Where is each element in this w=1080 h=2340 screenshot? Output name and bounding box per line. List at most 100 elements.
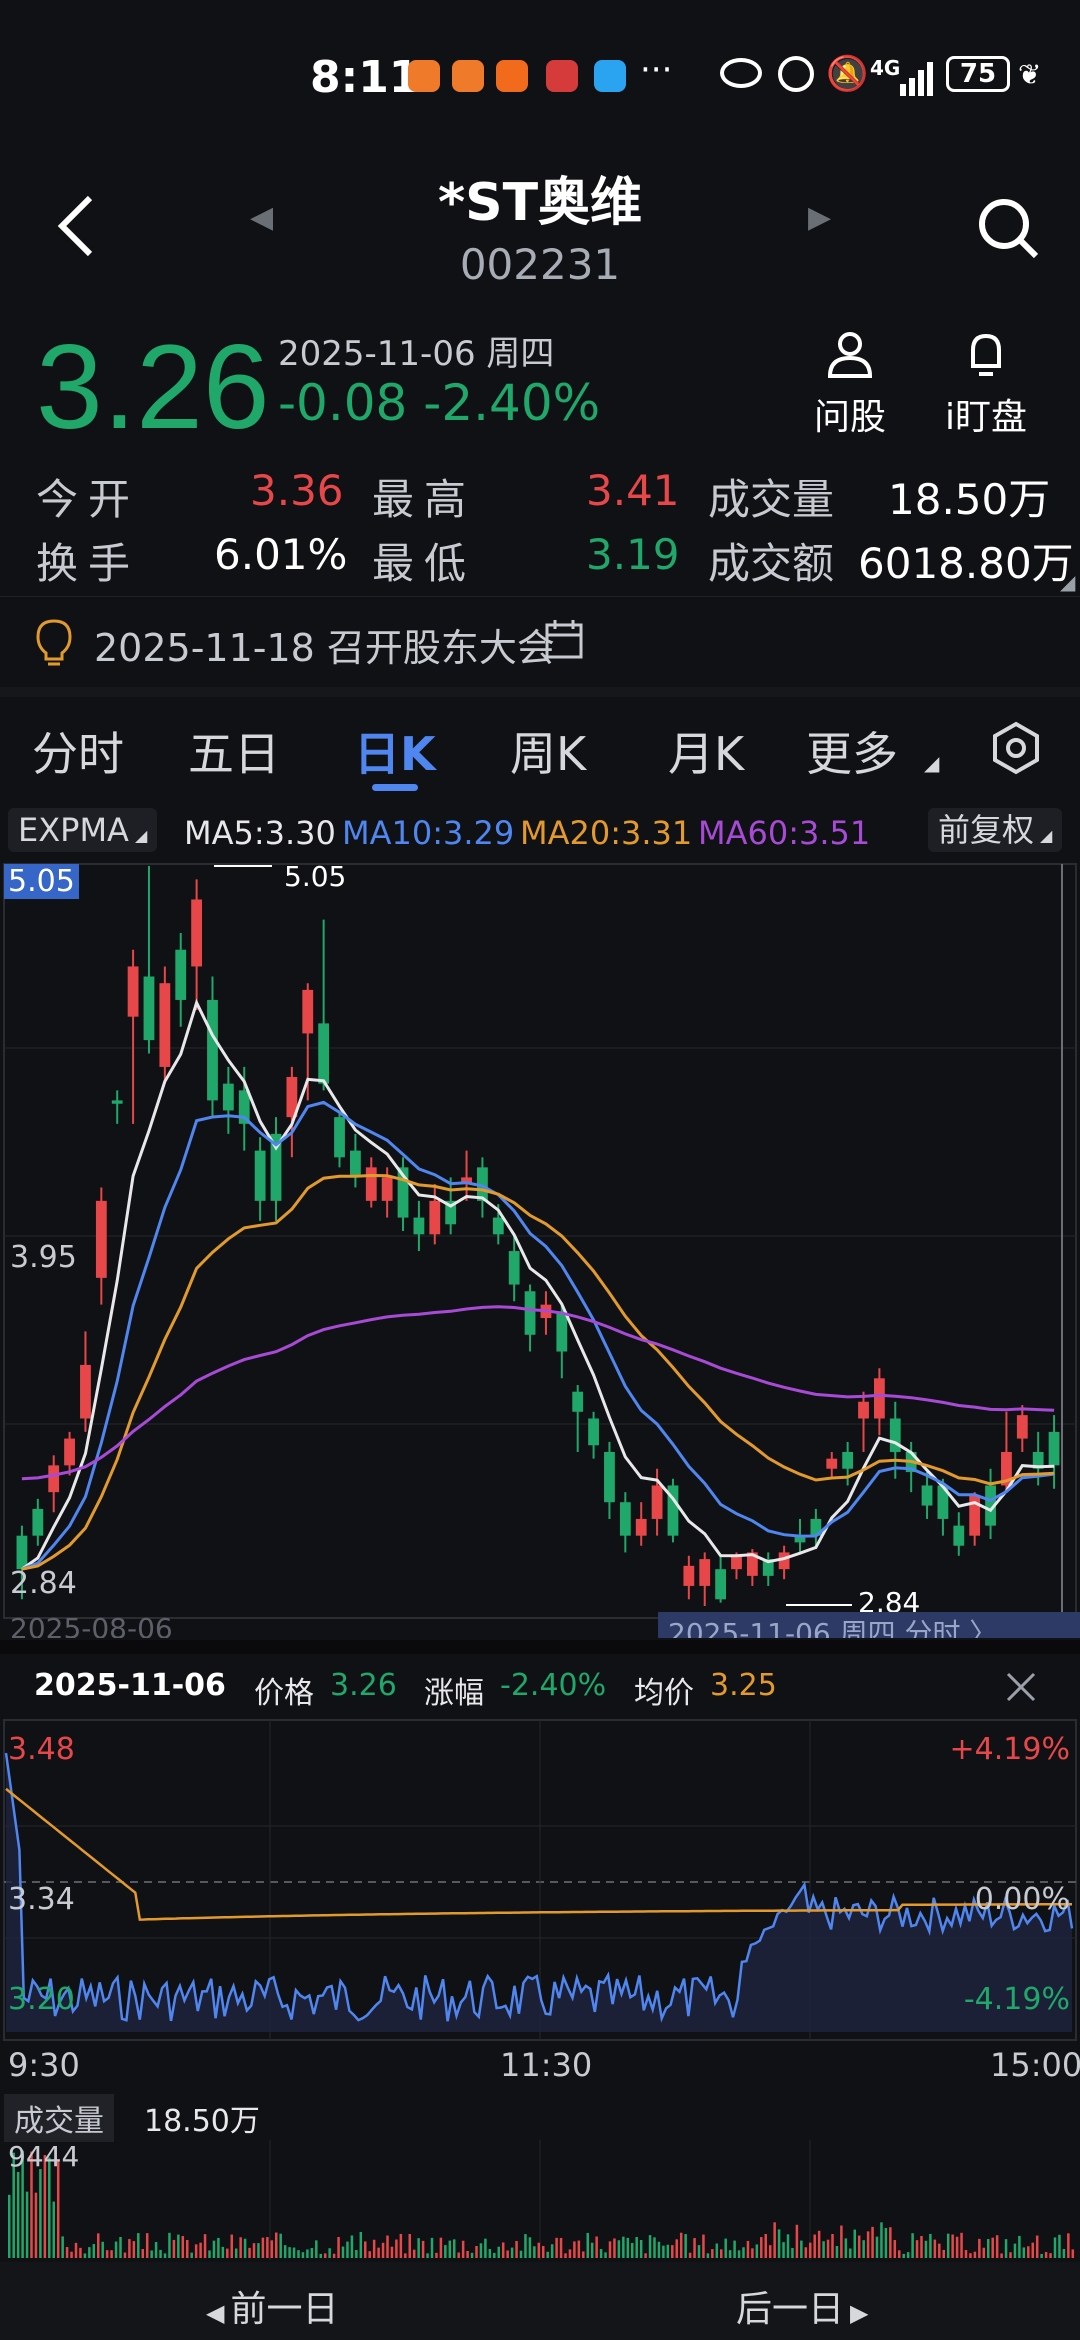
next-day-button[interactable]: 后一日 ▶ — [736, 2280, 868, 2332]
status-bar: 8:11 ··· 🔕 4G 75 ❦ — [0, 0, 1080, 160]
volume-bar — [323, 2253, 327, 2258]
volume-bar — [657, 2241, 661, 2258]
volume-bar — [969, 2253, 972, 2258]
candle-body — [604, 1451, 615, 1503]
volume-bar — [457, 2252, 460, 2258]
candle-body — [175, 949, 187, 1000]
volume-bar — [150, 2250, 153, 2258]
volume-tag: 成交量 — [4, 2094, 114, 2142]
avg-label: 均价 — [634, 1676, 694, 1711]
volume-bar — [497, 2246, 500, 2258]
volume-bar — [439, 2237, 443, 2258]
close-icon[interactable] — [1006, 1672, 1036, 1702]
more-notifications: ··· — [640, 50, 673, 90]
volume-bar — [1004, 2239, 1008, 2258]
volume-bar — [582, 2251, 585, 2258]
volume-bar — [417, 2238, 420, 2258]
volume-bar — [924, 2240, 928, 2258]
volume-bar — [768, 2245, 772, 2258]
volume-bar — [1062, 2248, 1066, 2258]
volume-bar — [257, 2243, 260, 2258]
volume-bar — [484, 2238, 487, 2258]
volume-bar — [648, 2235, 652, 2258]
open-value: 3.36 — [250, 466, 344, 515]
volume-bar — [448, 2240, 452, 2258]
ma5-value: MA5:3.30 — [184, 814, 336, 852]
ask-stock-button[interactable]: 问股 — [800, 328, 900, 440]
tab-more[interactable]: 更多 ◢ — [806, 718, 939, 784]
ma5-line — [21, 998, 1055, 1571]
price-value: 3.26 — [330, 1668, 397, 1703]
volume-bar — [234, 2248, 238, 2258]
tab-daily-k[interactable]: 日K — [354, 727, 436, 781]
volume-bar — [341, 2246, 345, 2258]
tab-weekly-k[interactable]: 周K — [510, 727, 587, 781]
volume-bar — [337, 2236, 340, 2258]
volume-bar — [835, 2246, 839, 2258]
candle-body — [635, 1518, 647, 1536]
volume-bar — [292, 2247, 296, 2258]
volume-bar — [938, 2243, 941, 2258]
pct-low-label: -4.19% — [963, 1982, 1070, 2017]
back-button[interactable] — [56, 194, 96, 274]
dropdown-icon: ◢ — [924, 751, 940, 775]
volume-bar — [208, 2250, 211, 2258]
candle-body — [572, 1391, 584, 1412]
indicator-selector[interactable]: EXPMA ◢ — [8, 808, 158, 852]
volume-bar — [159, 2249, 162, 2258]
volume-bar — [310, 2247, 314, 2258]
avg-line — [5, 1787, 1072, 1921]
volume-bar — [715, 2243, 719, 2258]
prev-day-button[interactable]: ◀ 前一日 — [206, 2280, 338, 2332]
candle-body — [746, 1552, 758, 1576]
volume-bar — [510, 2247, 514, 2258]
watch-label: i盯盘 — [944, 397, 1027, 438]
watch-button[interactable]: i盯盘 — [936, 328, 1036, 440]
volume-bar — [684, 2234, 687, 2258]
candle-body — [318, 1023, 330, 1084]
search-button[interactable] — [976, 196, 1040, 264]
volume-max: 9444 — [8, 2140, 80, 2173]
event-text: 2025-11-18 召开股东大会 — [94, 626, 555, 670]
app-notification-icon — [408, 60, 440, 92]
volume-bar — [243, 2238, 247, 2258]
settings-icon[interactable] — [988, 720, 1044, 776]
stock-code: 002231 — [459, 240, 621, 289]
volume-bar — [186, 2239, 189, 2258]
candle-body — [365, 1167, 377, 1201]
price-change: -0.08 -2.40% — [278, 374, 600, 432]
volume-bar — [119, 2236, 122, 2258]
tab-monthly-k[interactable]: 月K — [668, 727, 745, 781]
expand-stats-icon[interactable]: ◢ — [1060, 570, 1076, 594]
volume-bar — [795, 2224, 799, 2258]
next-stock-arrow[interactable]: ▶ — [808, 200, 832, 235]
x-end-date[interactable]: 2025-11-06 周四 分时 〉 — [658, 1612, 1080, 1638]
volume-bar — [559, 2237, 563, 2258]
volume-bar — [154, 2242, 158, 2258]
adjust-selector[interactable]: 前复权 ◢ — [928, 808, 1063, 852]
avg-value: 3.25 — [710, 1668, 777, 1703]
time-start: 9:30 — [8, 2046, 80, 2084]
y-low-label: 3.20 — [8, 1982, 75, 2017]
volume-bar — [355, 2250, 358, 2258]
prev-stock-arrow[interactable]: ◀ — [250, 200, 274, 235]
volume-bar — [1027, 2246, 1030, 2258]
tab-five-day[interactable]: 五日 — [188, 727, 280, 781]
volume-bar — [1018, 2235, 1021, 2258]
volume-bar — [577, 2240, 581, 2258]
volume-bar — [70, 2251, 73, 2258]
volume-bar — [435, 2252, 438, 2258]
volume-bar — [902, 2253, 905, 2258]
intraday-chart[interactable]: 3.48 3.34 3.20 +4.19% 0.00% -4.19% — [0, 1716, 1080, 2051]
calendar-add-icon — [545, 620, 583, 659]
low-label: 最低 — [372, 539, 477, 588]
volume-bar — [79, 2247, 82, 2258]
volume-bar — [671, 2245, 674, 2258]
kline-chart[interactable]: 5.05 5.05 3.95 2.84 2.84 2025-08-06 2025… — [0, 860, 1080, 1640]
volume-bar — [203, 2234, 207, 2258]
volume-value: 18.50万 — [888, 475, 1051, 524]
tab-intraday[interactable]: 分时 — [32, 727, 124, 781]
volume-bar — [849, 2248, 852, 2258]
event-notice[interactable]: 2025-11-18 召开股东大会 — [0, 596, 1080, 697]
volume-bar — [381, 2242, 385, 2258]
